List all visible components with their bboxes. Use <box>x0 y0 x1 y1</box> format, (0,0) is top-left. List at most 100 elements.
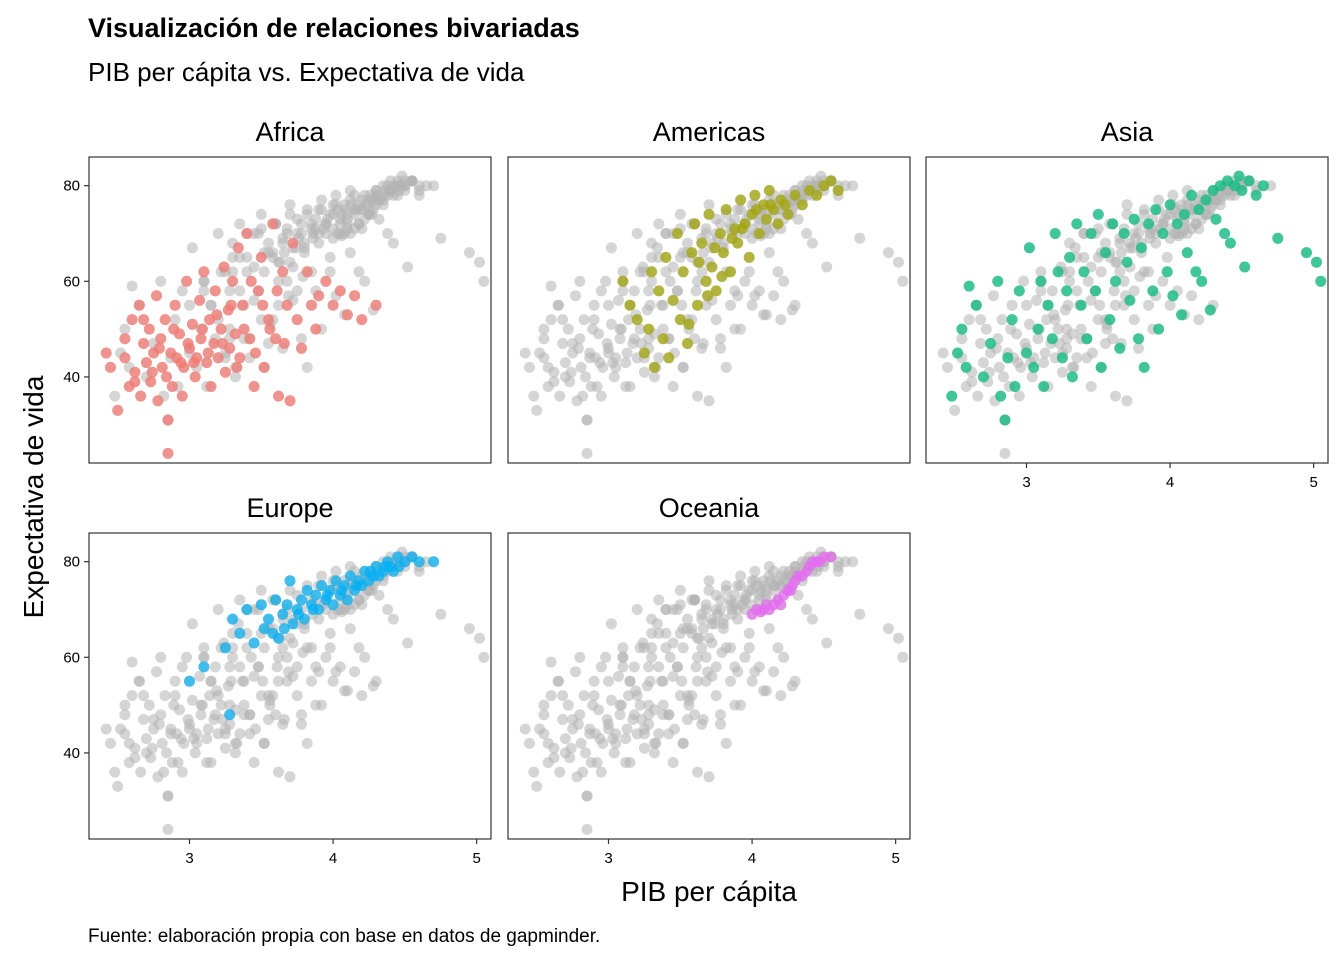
background-point <box>168 699 180 711</box>
background-point <box>1049 314 1061 326</box>
background-point <box>545 656 557 668</box>
data-point-europe <box>248 637 260 649</box>
background-point <box>768 290 780 302</box>
background-point <box>542 361 554 373</box>
background-point <box>740 589 752 601</box>
data-point-africa <box>248 381 260 392</box>
background-point <box>115 723 127 735</box>
background-point <box>1094 299 1106 311</box>
background-point <box>1085 381 1097 392</box>
data-point-africa <box>341 309 353 321</box>
background-point <box>301 208 313 220</box>
data-point-africa <box>105 361 116 373</box>
background-point <box>703 199 715 211</box>
background-point <box>667 381 679 392</box>
background-point <box>692 766 703 778</box>
x-tick-label: 4 <box>748 850 756 867</box>
data-point-africa <box>205 381 217 392</box>
background-point <box>575 361 587 373</box>
background-point <box>202 723 214 735</box>
data-point-americas <box>657 333 669 345</box>
background-point <box>749 575 761 587</box>
data-point-asia <box>1124 294 1136 306</box>
background-point <box>219 742 231 754</box>
background-point <box>1130 232 1142 244</box>
background-point <box>215 699 227 711</box>
background-point <box>763 570 775 582</box>
background-point <box>631 228 643 239</box>
data-point-americas <box>709 242 721 254</box>
background-point <box>557 714 569 725</box>
background-point <box>172 757 184 768</box>
data-point-africa <box>119 352 131 364</box>
data-point-africa <box>296 342 307 354</box>
background-point <box>234 285 246 297</box>
data-point-europe <box>287 618 299 630</box>
background-point <box>344 247 356 259</box>
background-point <box>977 357 989 369</box>
background-point <box>364 189 376 201</box>
background-point <box>195 699 207 711</box>
data-point-americas <box>638 347 650 359</box>
background-point <box>474 632 485 644</box>
background-point <box>763 247 775 259</box>
background-point <box>735 699 747 711</box>
background-point <box>1018 275 1030 287</box>
data-point-americas <box>782 208 794 220</box>
background-point <box>617 285 629 297</box>
background-point <box>559 747 571 759</box>
background-point <box>653 218 665 230</box>
background-point <box>531 780 543 792</box>
data-point-asia <box>1167 290 1179 302</box>
data-point-americas <box>811 189 823 201</box>
background-point <box>720 737 732 749</box>
panel-border <box>507 156 911 464</box>
background-point <box>559 733 571 745</box>
background-point <box>663 709 675 721</box>
data-point-europe <box>344 570 356 582</box>
data-point-europe <box>227 613 239 625</box>
background-point <box>402 261 414 273</box>
background-point <box>588 690 600 702</box>
data-point-africa <box>195 333 207 345</box>
background-point <box>195 709 207 721</box>
panel-africa: Africa 40 60 80 <box>63 117 492 464</box>
data-point-asia <box>992 275 1004 287</box>
background-point <box>263 237 274 249</box>
data-point-asia <box>1150 204 1162 216</box>
background-point <box>109 390 121 402</box>
background-point <box>735 580 747 592</box>
data-point-americas <box>726 232 738 244</box>
background-point <box>353 642 365 654</box>
background-point <box>847 556 859 568</box>
data-point-europe <box>258 623 270 635</box>
background-point <box>806 613 818 625</box>
background-point <box>686 690 698 702</box>
background-point <box>893 256 904 268</box>
background-point <box>212 604 224 615</box>
data-point-asia <box>1009 381 1021 392</box>
background-point <box>1144 228 1156 239</box>
data-point-europe <box>428 556 440 568</box>
background-point <box>273 766 284 778</box>
data-point-asia <box>1061 285 1073 297</box>
background-point <box>1012 357 1024 369</box>
data-point-asia <box>1078 266 1090 278</box>
background-point <box>646 237 658 249</box>
background-point <box>138 714 150 725</box>
background-point <box>224 699 236 711</box>
background-point <box>883 623 894 635</box>
background-point <box>1158 213 1170 225</box>
data-point-asia <box>1257 180 1269 192</box>
data-point-americas <box>663 352 675 364</box>
background-point <box>258 737 270 749</box>
background-point <box>743 266 755 278</box>
background-point <box>703 632 715 644</box>
background-point <box>349 666 361 678</box>
data-point-europe <box>270 594 282 606</box>
background-point <box>1108 285 1120 297</box>
data-point-asia <box>963 280 975 292</box>
background-point <box>336 208 348 220</box>
data-point-americas <box>779 199 791 211</box>
background-point <box>1023 318 1035 330</box>
